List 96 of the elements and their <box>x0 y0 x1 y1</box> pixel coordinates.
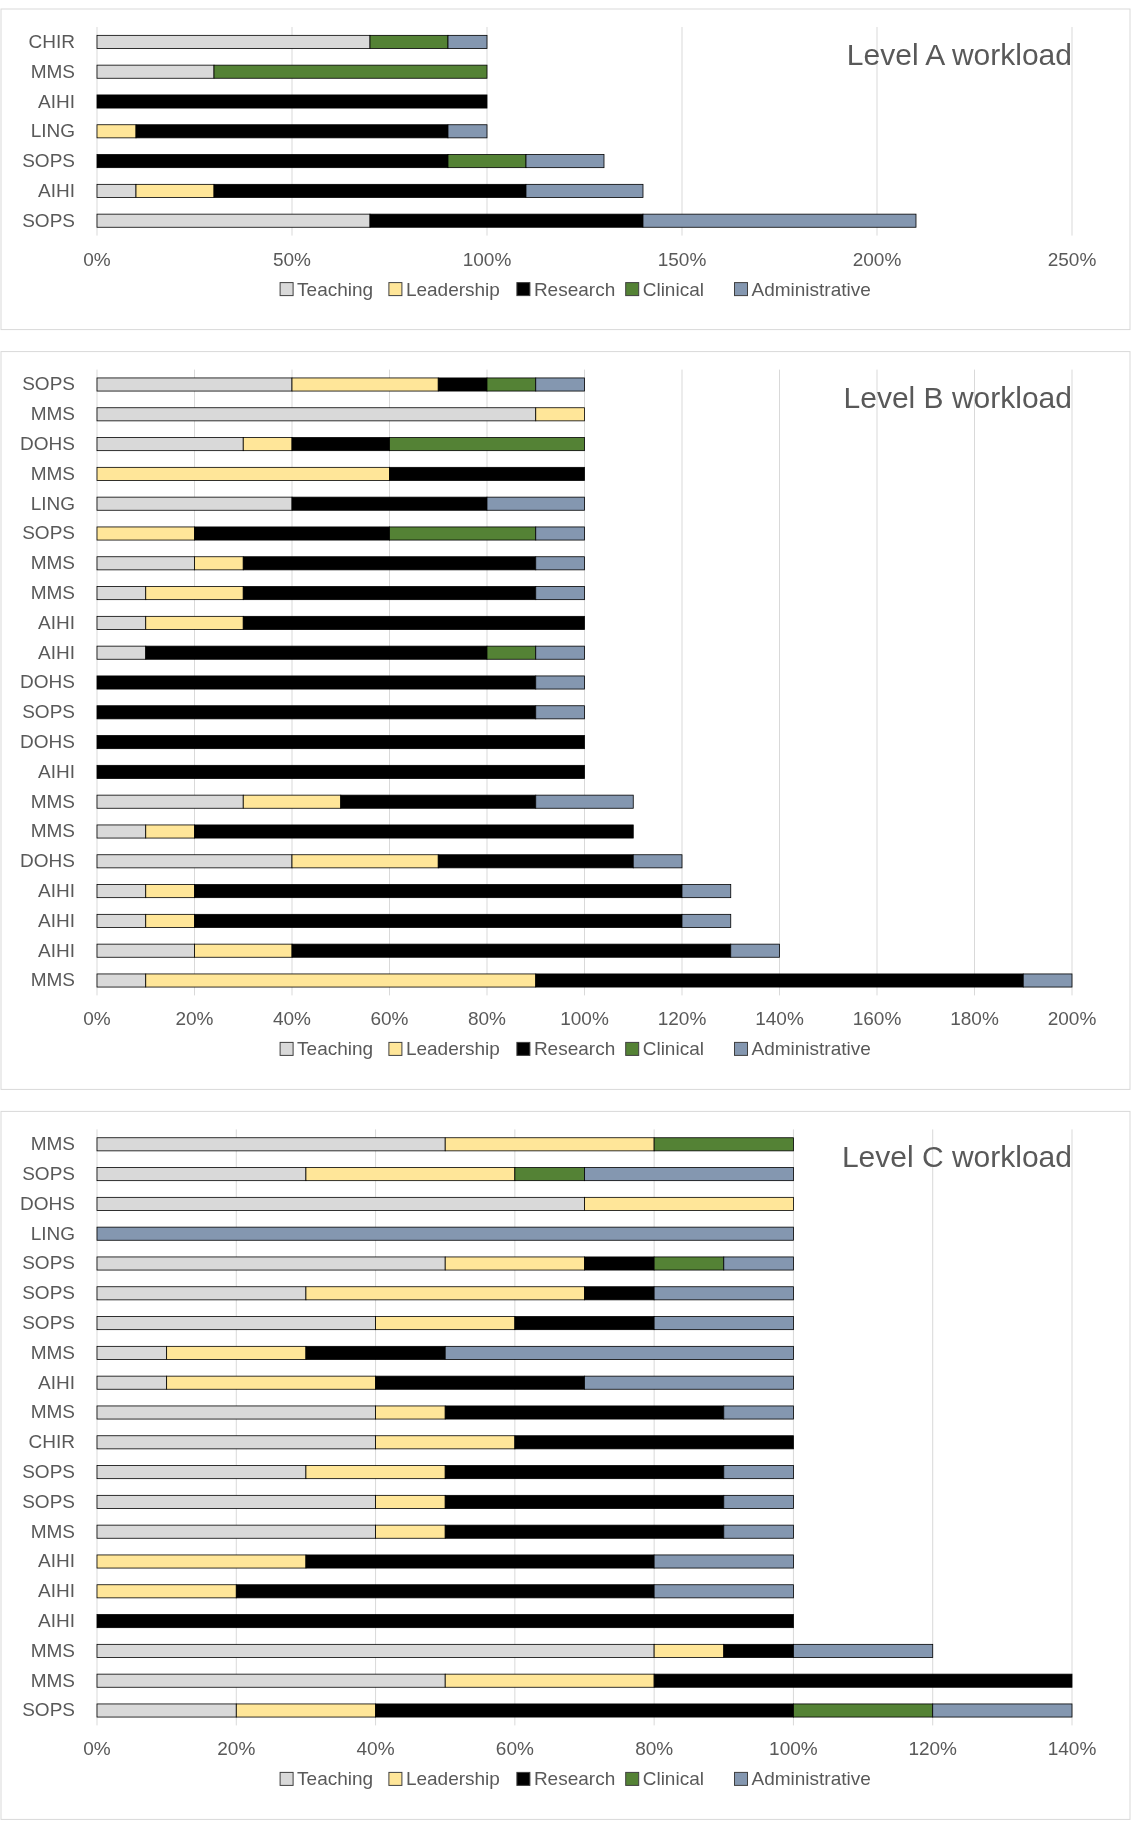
y-tick-label: DOHS <box>20 671 75 693</box>
x-tick-label: 0% <box>83 248 111 270</box>
y-tick-label: AIHI <box>38 641 75 663</box>
x-tick-label: 60% <box>495 1738 534 1760</box>
x-tick-label: 160% <box>852 1008 902 1030</box>
y-tick-label: MMS <box>30 60 75 82</box>
chart-title: Level A workload <box>846 38 1072 71</box>
y-tick-label: SOPS <box>22 209 75 231</box>
x-tick-label: 20% <box>175 1008 214 1030</box>
y-tick-label: SOPS <box>22 1252 75 1274</box>
x-tick-label: 100% <box>769 1738 818 1760</box>
y-tick-label: SOPS <box>22 1163 75 1185</box>
y-tick-label: AIHI <box>38 1371 75 1393</box>
y-tick-label: MMS <box>30 1133 75 1155</box>
legend-label: Clinical <box>642 278 704 300</box>
legend-label: Leadership <box>405 1768 500 1790</box>
legend-label: Research <box>533 1038 616 1060</box>
x-tick-label: 100% <box>462 248 512 270</box>
y-tick-label: DOHS <box>20 433 75 455</box>
legend-label: Teaching <box>297 1038 374 1060</box>
x-tick-label: 40% <box>272 1008 312 1030</box>
x-tick-label: 0% <box>83 1738 111 1760</box>
legend-label: Administrative <box>751 278 871 300</box>
y-tick-label: AIHI <box>38 1550 75 1572</box>
y-tick-label: SOPS <box>22 1490 75 1512</box>
chart-title: Level B workload <box>843 380 1072 414</box>
y-tick-label: MMS <box>30 1520 75 1542</box>
y-tick-label: MMS <box>30 552 75 574</box>
legend-label: Leadership <box>405 1038 500 1060</box>
legend-label: Clinical <box>642 1768 704 1790</box>
y-tick-label: AIHI <box>38 1610 75 1632</box>
x-tick-label: 50% <box>272 248 312 270</box>
y-tick-label: DOHS <box>20 1192 75 1214</box>
x-tick-label: 200% <box>852 248 902 270</box>
legend-label: Administrative <box>751 1038 871 1060</box>
x-tick-label: 0% <box>83 1008 111 1030</box>
bar <box>96 1614 794 1629</box>
x-tick-label: 80% <box>635 1738 674 1760</box>
y-tick-label: DOHS <box>20 731 75 753</box>
y-tick-label: LING <box>30 492 75 514</box>
y-tick-label: SOPS <box>22 150 75 172</box>
y-tick-label: DOHS <box>20 850 75 872</box>
y-tick-label: AIHI <box>38 909 75 931</box>
y-tick-label: CHIR <box>28 1431 75 1453</box>
x-tick-label: 250% <box>1047 248 1097 270</box>
y-tick-label: AIHI <box>38 939 75 961</box>
y-tick-label: AIHI <box>38 90 75 112</box>
x-tick-label: 40% <box>356 1738 395 1760</box>
legend-label: Leadership <box>405 278 500 300</box>
y-tick-label: MMS <box>30 1341 75 1363</box>
y-tick-label: MMS <box>30 790 75 812</box>
y-tick-label: MMS <box>30 462 75 484</box>
y-tick-label: MMS <box>30 1401 75 1423</box>
y-tick-label: AIHI <box>38 611 75 633</box>
y-tick-label: MMS <box>30 969 75 991</box>
bar <box>96 1226 794 1241</box>
y-tick-label: MMS <box>30 820 75 842</box>
y-tick-label: SOPS <box>22 701 75 723</box>
y-tick-label: SOPS <box>22 1282 75 1304</box>
y-tick-label: MMS <box>30 1669 75 1691</box>
x-tick-label: 120% <box>908 1738 958 1760</box>
x-tick-label: 140% <box>1047 1738 1097 1760</box>
x-tick-label: 100% <box>560 1008 609 1030</box>
legend-label: Teaching <box>297 278 374 300</box>
y-tick-label: MMS <box>30 403 75 425</box>
legend-label: Clinical <box>642 1038 704 1060</box>
x-tick-label: 200% <box>1047 1008 1097 1030</box>
x-tick-label: 20% <box>217 1738 256 1760</box>
x-tick-label: 80% <box>467 1008 507 1030</box>
y-tick-label: SOPS <box>22 1461 75 1483</box>
x-tick-label: 180% <box>950 1008 999 1030</box>
y-tick-label: LING <box>30 1222 75 1244</box>
y-tick-label: AIHI <box>38 179 75 201</box>
x-tick-label: 140% <box>755 1008 804 1030</box>
bar <box>96 764 585 779</box>
y-tick-label: AIHI <box>38 1580 75 1602</box>
y-tick-label: LING <box>30 120 75 142</box>
y-tick-label: AIHI <box>38 760 75 782</box>
legend-label: Research <box>533 1768 616 1790</box>
legend-label: Research <box>533 278 616 300</box>
y-tick-label: SOPS <box>22 1699 75 1721</box>
legend-label: Teaching <box>297 1768 374 1790</box>
chart-title: Level C workload <box>841 1140 1072 1174</box>
x-tick-label: 120% <box>657 1008 707 1030</box>
bar <box>96 735 585 750</box>
y-tick-label: AIHI <box>38 880 75 902</box>
x-tick-label: 60% <box>370 1008 409 1030</box>
y-tick-label: MMS <box>30 582 75 604</box>
bar <box>96 94 488 109</box>
y-tick-label: SOPS <box>22 522 75 544</box>
y-tick-label: SOPS <box>22 1312 75 1334</box>
legend-label: Administrative <box>751 1768 871 1790</box>
x-tick-label: 150% <box>657 248 707 270</box>
y-tick-label: CHIR <box>28 30 75 52</box>
y-tick-label: SOPS <box>22 373 75 395</box>
y-tick-label: MMS <box>30 1639 75 1661</box>
